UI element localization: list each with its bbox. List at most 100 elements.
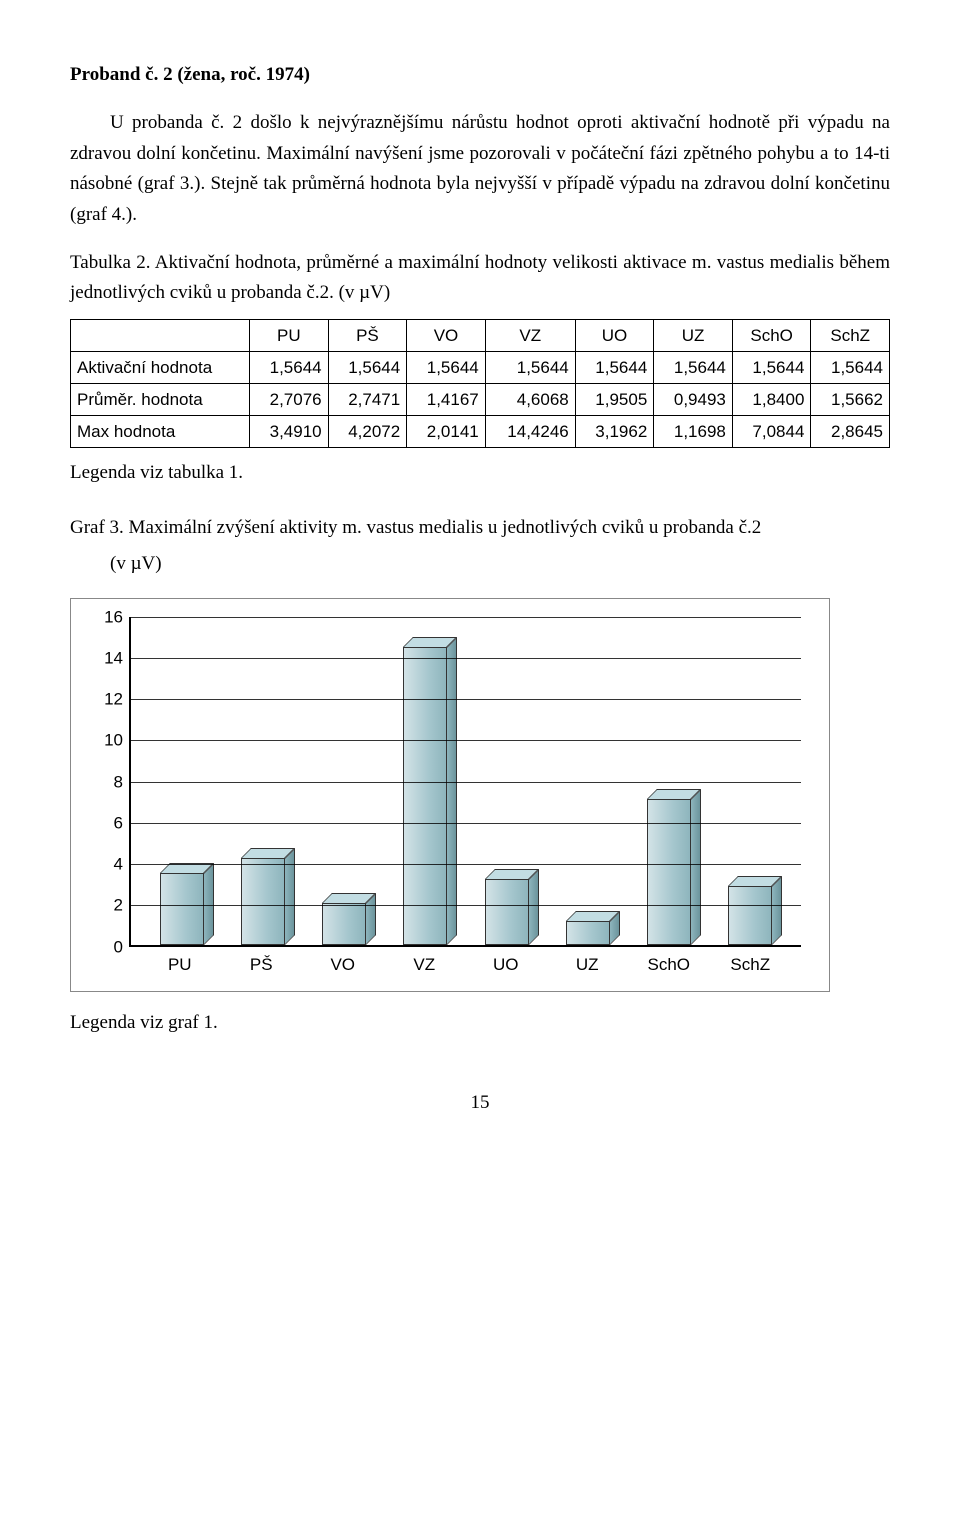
chart-area: PUPŠVOVZUOUZSchOSchZ 0246810121416 bbox=[89, 617, 811, 977]
chart-bar-column bbox=[466, 879, 547, 945]
table-body: Aktivační hodnota1,56441,56441,56441,564… bbox=[71, 351, 890, 448]
chart-bar-column bbox=[385, 647, 466, 945]
col-header: UZ bbox=[654, 319, 733, 351]
page-heading: Proband č. 2 (žena, roč. 1974) bbox=[70, 60, 890, 90]
chart-ytick-label: 12 bbox=[89, 686, 123, 713]
data-cell: 1,5644 bbox=[485, 351, 575, 383]
chart-gridline bbox=[131, 823, 801, 824]
chart-xtick-label: PŠ bbox=[221, 951, 303, 977]
data-cell: 0,9493 bbox=[654, 384, 733, 416]
bar-side-face bbox=[691, 789, 701, 945]
bar-front-face bbox=[241, 858, 285, 945]
chart-bar-column bbox=[222, 858, 303, 945]
page-number: 15 bbox=[70, 1088, 890, 1118]
row-label: Průměr. hodnota bbox=[71, 384, 250, 416]
data-cell: 4,2072 bbox=[328, 416, 407, 448]
chart-ytick-label: 16 bbox=[89, 603, 123, 630]
data-cell: 1,5644 bbox=[654, 351, 733, 383]
chart-gridline bbox=[131, 905, 801, 906]
col-header: SchZ bbox=[811, 319, 890, 351]
chart-gridline bbox=[131, 864, 801, 865]
chart-xlabels: PUPŠVOVZUOUZSchOSchZ bbox=[129, 951, 801, 977]
chart-xtick-label: SchO bbox=[628, 951, 710, 977]
chart-caption: Graf 3. Maximální zvýšení aktivity m. va… bbox=[70, 513, 890, 543]
data-cell: 2,8645 bbox=[811, 416, 890, 448]
chart-bar bbox=[728, 886, 772, 945]
chart-ytick-label: 8 bbox=[89, 768, 123, 795]
chart-gridline bbox=[131, 782, 801, 783]
table-caption: Tabulka 2. Aktivační hodnota, průměrné a… bbox=[70, 248, 890, 309]
data-cell: 2,7076 bbox=[250, 384, 329, 416]
chart-bar-column bbox=[304, 903, 385, 945]
chart-xtick-label: UZ bbox=[547, 951, 629, 977]
chart-bar bbox=[322, 903, 366, 945]
col-header: VO bbox=[407, 319, 486, 351]
data-cell: 3,1962 bbox=[575, 416, 654, 448]
table-row: Průměr. hodnota2,70762,74711,41674,60681… bbox=[71, 384, 890, 416]
chart-bar-column bbox=[141, 873, 222, 945]
data-cell: 1,9505 bbox=[575, 384, 654, 416]
bar-front-face bbox=[403, 647, 447, 945]
chart-xtick-label: VZ bbox=[384, 951, 466, 977]
data-cell: 1,5644 bbox=[407, 351, 486, 383]
chart-bar bbox=[241, 858, 285, 945]
bar-side-face bbox=[529, 869, 539, 945]
chart-gridline bbox=[131, 699, 801, 700]
chart-gridline bbox=[131, 658, 801, 659]
chart-bars bbox=[131, 617, 801, 945]
chart-xtick-label: SchZ bbox=[710, 951, 792, 977]
col-header: PŠ bbox=[328, 319, 407, 351]
chart-legend: Legenda viz graf 1. bbox=[70, 1008, 890, 1038]
bar-front-face bbox=[322, 903, 366, 945]
bar-side-face bbox=[447, 637, 457, 945]
chart-xtick-label: PU bbox=[139, 951, 221, 977]
data-cell: 4,6068 bbox=[485, 384, 575, 416]
data-cell: 2,7471 bbox=[328, 384, 407, 416]
chart-xtick-label: UO bbox=[465, 951, 547, 977]
bar-front-face bbox=[728, 886, 772, 945]
data-cell: 1,8400 bbox=[732, 384, 811, 416]
chart-gridline bbox=[131, 740, 801, 741]
chart-bar bbox=[160, 873, 204, 945]
data-cell: 1,5662 bbox=[811, 384, 890, 416]
col-header: PU bbox=[250, 319, 329, 351]
data-cell: 3,4910 bbox=[250, 416, 329, 448]
bar-side-face bbox=[204, 863, 214, 945]
bar-front-face bbox=[160, 873, 204, 945]
data-cell: 1,5644 bbox=[250, 351, 329, 383]
chart-ytick-label: 0 bbox=[89, 933, 123, 960]
chart-frame: PUPŠVOVZUOUZSchOSchZ 0246810121416 bbox=[70, 598, 830, 992]
bar-top-face bbox=[485, 869, 539, 879]
table-row: Aktivační hodnota1,56441,56441,56441,564… bbox=[71, 351, 890, 383]
chart-ytick-label: 6 bbox=[89, 809, 123, 836]
bar-side-face bbox=[772, 876, 782, 945]
bar-front-face bbox=[566, 921, 610, 945]
table-legend: Legenda viz tabulka 1. bbox=[70, 458, 890, 488]
table-row: Max hodnota3,49104,20722,014114,42463,19… bbox=[71, 416, 890, 448]
bar-top-face bbox=[566, 911, 620, 921]
data-cell: 2,0141 bbox=[407, 416, 486, 448]
bar-front-face bbox=[647, 799, 691, 945]
data-cell: 1,5644 bbox=[575, 351, 654, 383]
bar-front-face bbox=[485, 879, 529, 945]
data-cell: 1,1698 bbox=[654, 416, 733, 448]
bar-side-face bbox=[285, 848, 295, 945]
table-header-row: PU PŠ VO VZ UO UZ SchO SchZ bbox=[71, 319, 890, 351]
data-cell: 1,4167 bbox=[407, 384, 486, 416]
data-cell: 1,5644 bbox=[328, 351, 407, 383]
chart-bar-column bbox=[547, 921, 628, 945]
data-cell: 1,5644 bbox=[811, 351, 890, 383]
chart-plot bbox=[129, 617, 801, 947]
data-cell: 14,4246 bbox=[485, 416, 575, 448]
chart-bar bbox=[566, 921, 610, 945]
chart-bar-column bbox=[710, 886, 791, 945]
table-corner-cell bbox=[71, 319, 250, 351]
col-header: UO bbox=[575, 319, 654, 351]
chart-xtick-label: VO bbox=[302, 951, 384, 977]
chart-gridline bbox=[131, 617, 801, 618]
chart-ytick-label: 14 bbox=[89, 644, 123, 671]
chart-bar bbox=[647, 799, 691, 945]
data-table: PU PŠ VO VZ UO UZ SchO SchZ Aktivační ho… bbox=[70, 319, 890, 449]
chart-ytick-label: 2 bbox=[89, 892, 123, 919]
chart-subcaption: (v µV) bbox=[70, 549, 890, 579]
